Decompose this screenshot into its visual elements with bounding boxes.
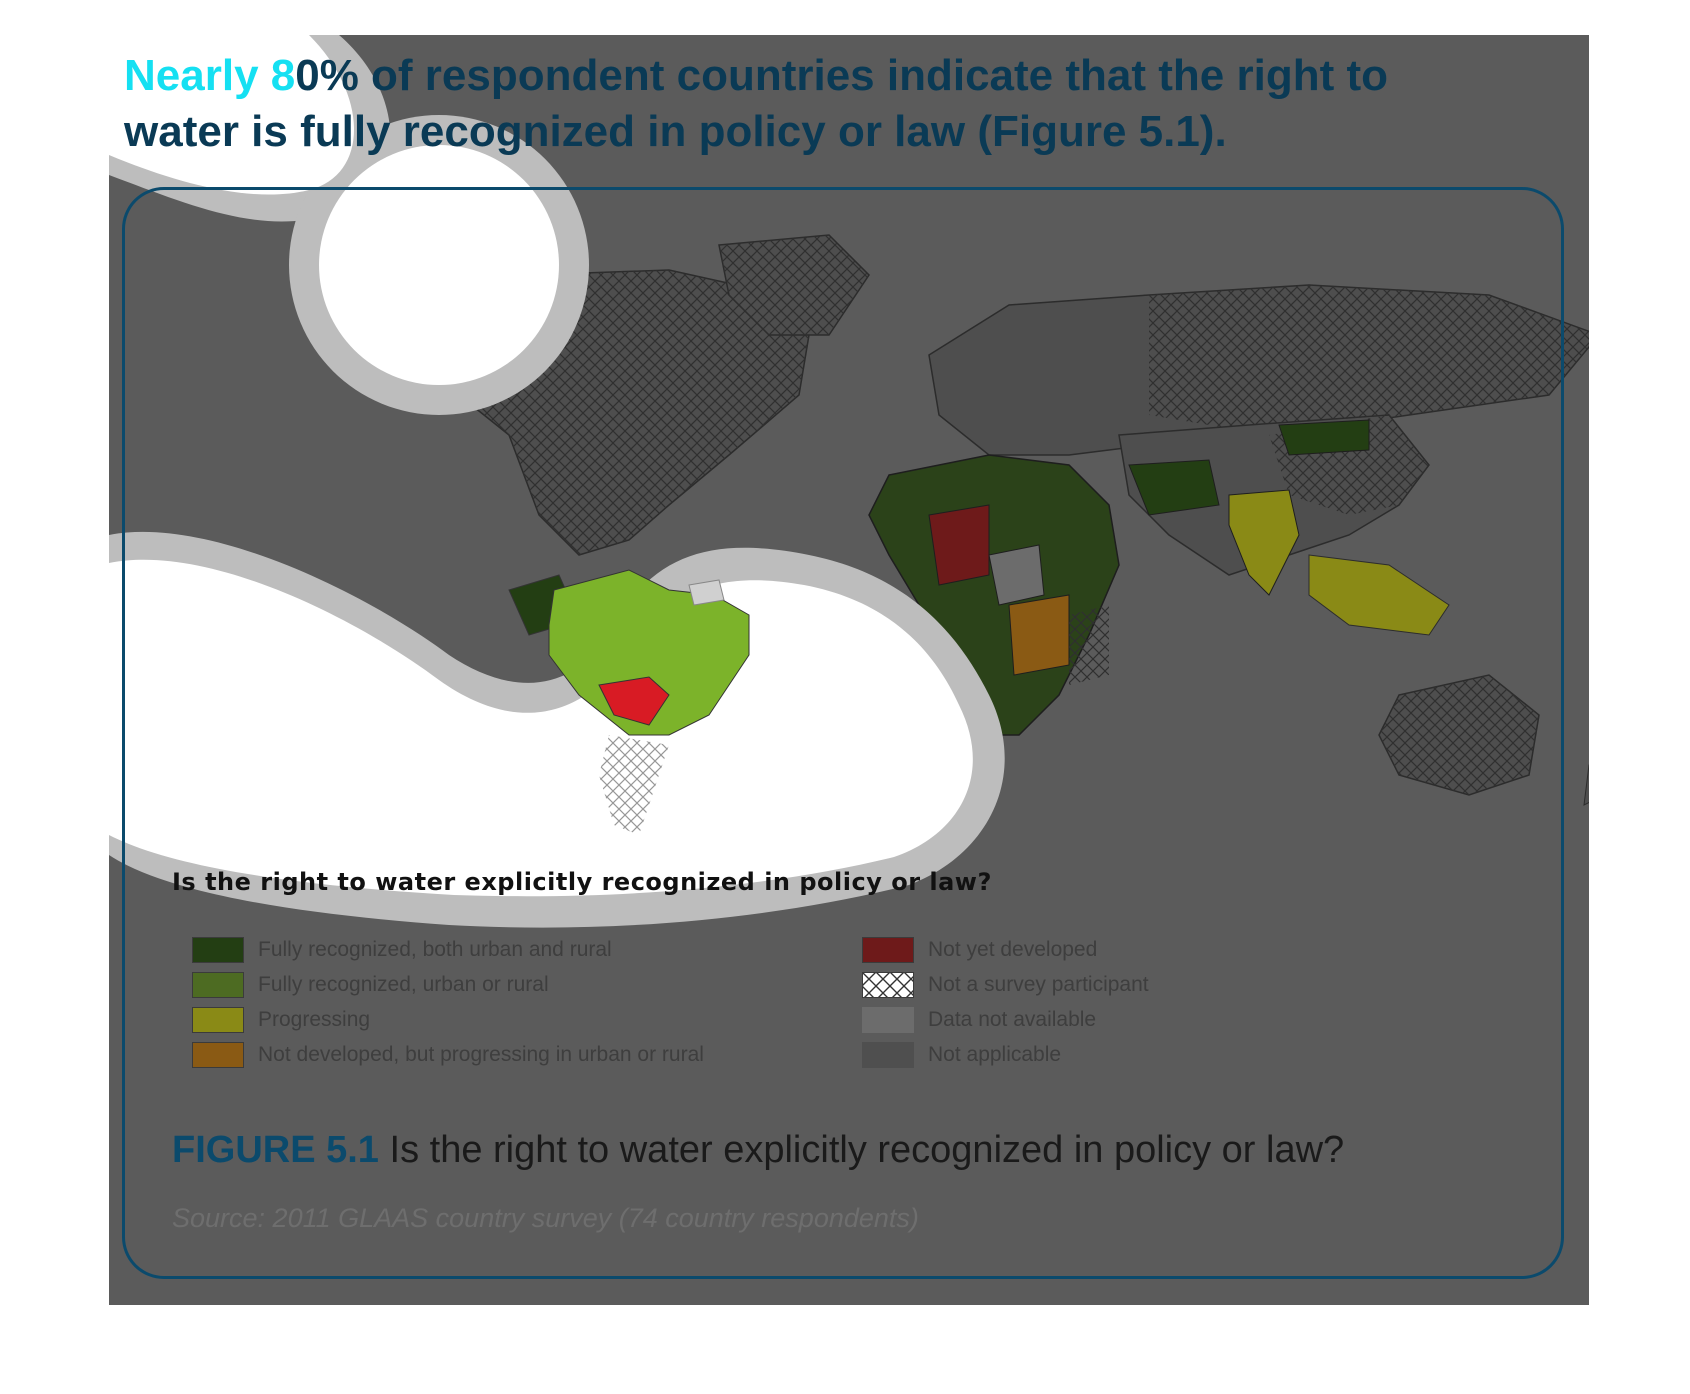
legend-item-fully-both: Fully recognized, both urban and rural: [192, 937, 612, 963]
legend-swatch: [192, 937, 244, 963]
legend-swatch: [862, 1042, 914, 1068]
legend-label: Not yet developed: [928, 938, 1098, 961]
new-zealand-region: [1583, 764, 1589, 806]
figure-number: FIGURE 5.1: [172, 1129, 379, 1171]
headline-rest: 0% of respondent countries indicate that…: [124, 51, 1388, 156]
spotlight-top-left: [109, 35, 589, 415]
figure-frame: [122, 187, 1564, 1279]
map-question: Is the right to water explicitly recogni…: [172, 868, 992, 896]
mongolia-region: [1278, 419, 1370, 456]
spotlight-south-america: [109, 531, 1005, 928]
legend-swatch-hatched: [862, 972, 914, 998]
east-africa-region: [1069, 605, 1109, 685]
legend-item-fully-one: Fully recognized, urban or rural: [192, 972, 549, 998]
brazil-region: [548, 569, 750, 736]
source-note: Source: 2011 GLAAS country survey (74 co…: [172, 1203, 919, 1233]
legend-item-not-developed-progressing: Not developed, but progressing in urban …: [192, 1042, 704, 1068]
legend-label: Data not available: [928, 1008, 1097, 1031]
figure-caption: FIGURE 5.1 Is the right to water explici…: [172, 1129, 1344, 1172]
legend-label: Progressing: [258, 1008, 371, 1031]
legend-item-data-not-available: Data not available: [862, 1007, 1096, 1033]
central-asia-region: [1128, 459, 1220, 516]
nigeria-region: [988, 544, 1045, 606]
legend-swatch: [862, 937, 914, 963]
mali-niger-region: [928, 504, 990, 586]
legend-item-not-yet-developed: Not yet developed: [862, 937, 1097, 963]
headline: Nearly 80% of respondent countries indic…: [124, 48, 1504, 160]
legend-label: Not applicable: [928, 1043, 1062, 1066]
legend-label: Not developed, but progressing in urban …: [258, 1043, 704, 1066]
southern-cone-region: [599, 735, 669, 835]
legend-label: Fully recognized, both urban and rural: [258, 938, 612, 961]
legend-swatch: [862, 1007, 914, 1033]
legend-item-progressing: Progressing: [192, 1007, 370, 1033]
legend-item-not-applicable: Not applicable: [862, 1042, 1061, 1068]
world-map: [109, 35, 1589, 928]
legend-label: Not a survey participant: [928, 973, 1149, 996]
legend-swatch: [192, 972, 244, 998]
paraguay-region: [598, 676, 670, 726]
legend-item-not-participant: Not a survey participant: [862, 972, 1149, 998]
legend-swatch: [192, 1042, 244, 1068]
india-region: [1228, 489, 1300, 596]
headline-lead: Nearly 8: [124, 51, 296, 100]
legend-label: Fully recognized, urban or rural: [258, 973, 549, 996]
southeast-asia-region: [1308, 554, 1450, 636]
figure-caption-text: Is the right to water explicitly recogni…: [389, 1129, 1345, 1171]
legend-swatch: [192, 1007, 244, 1033]
